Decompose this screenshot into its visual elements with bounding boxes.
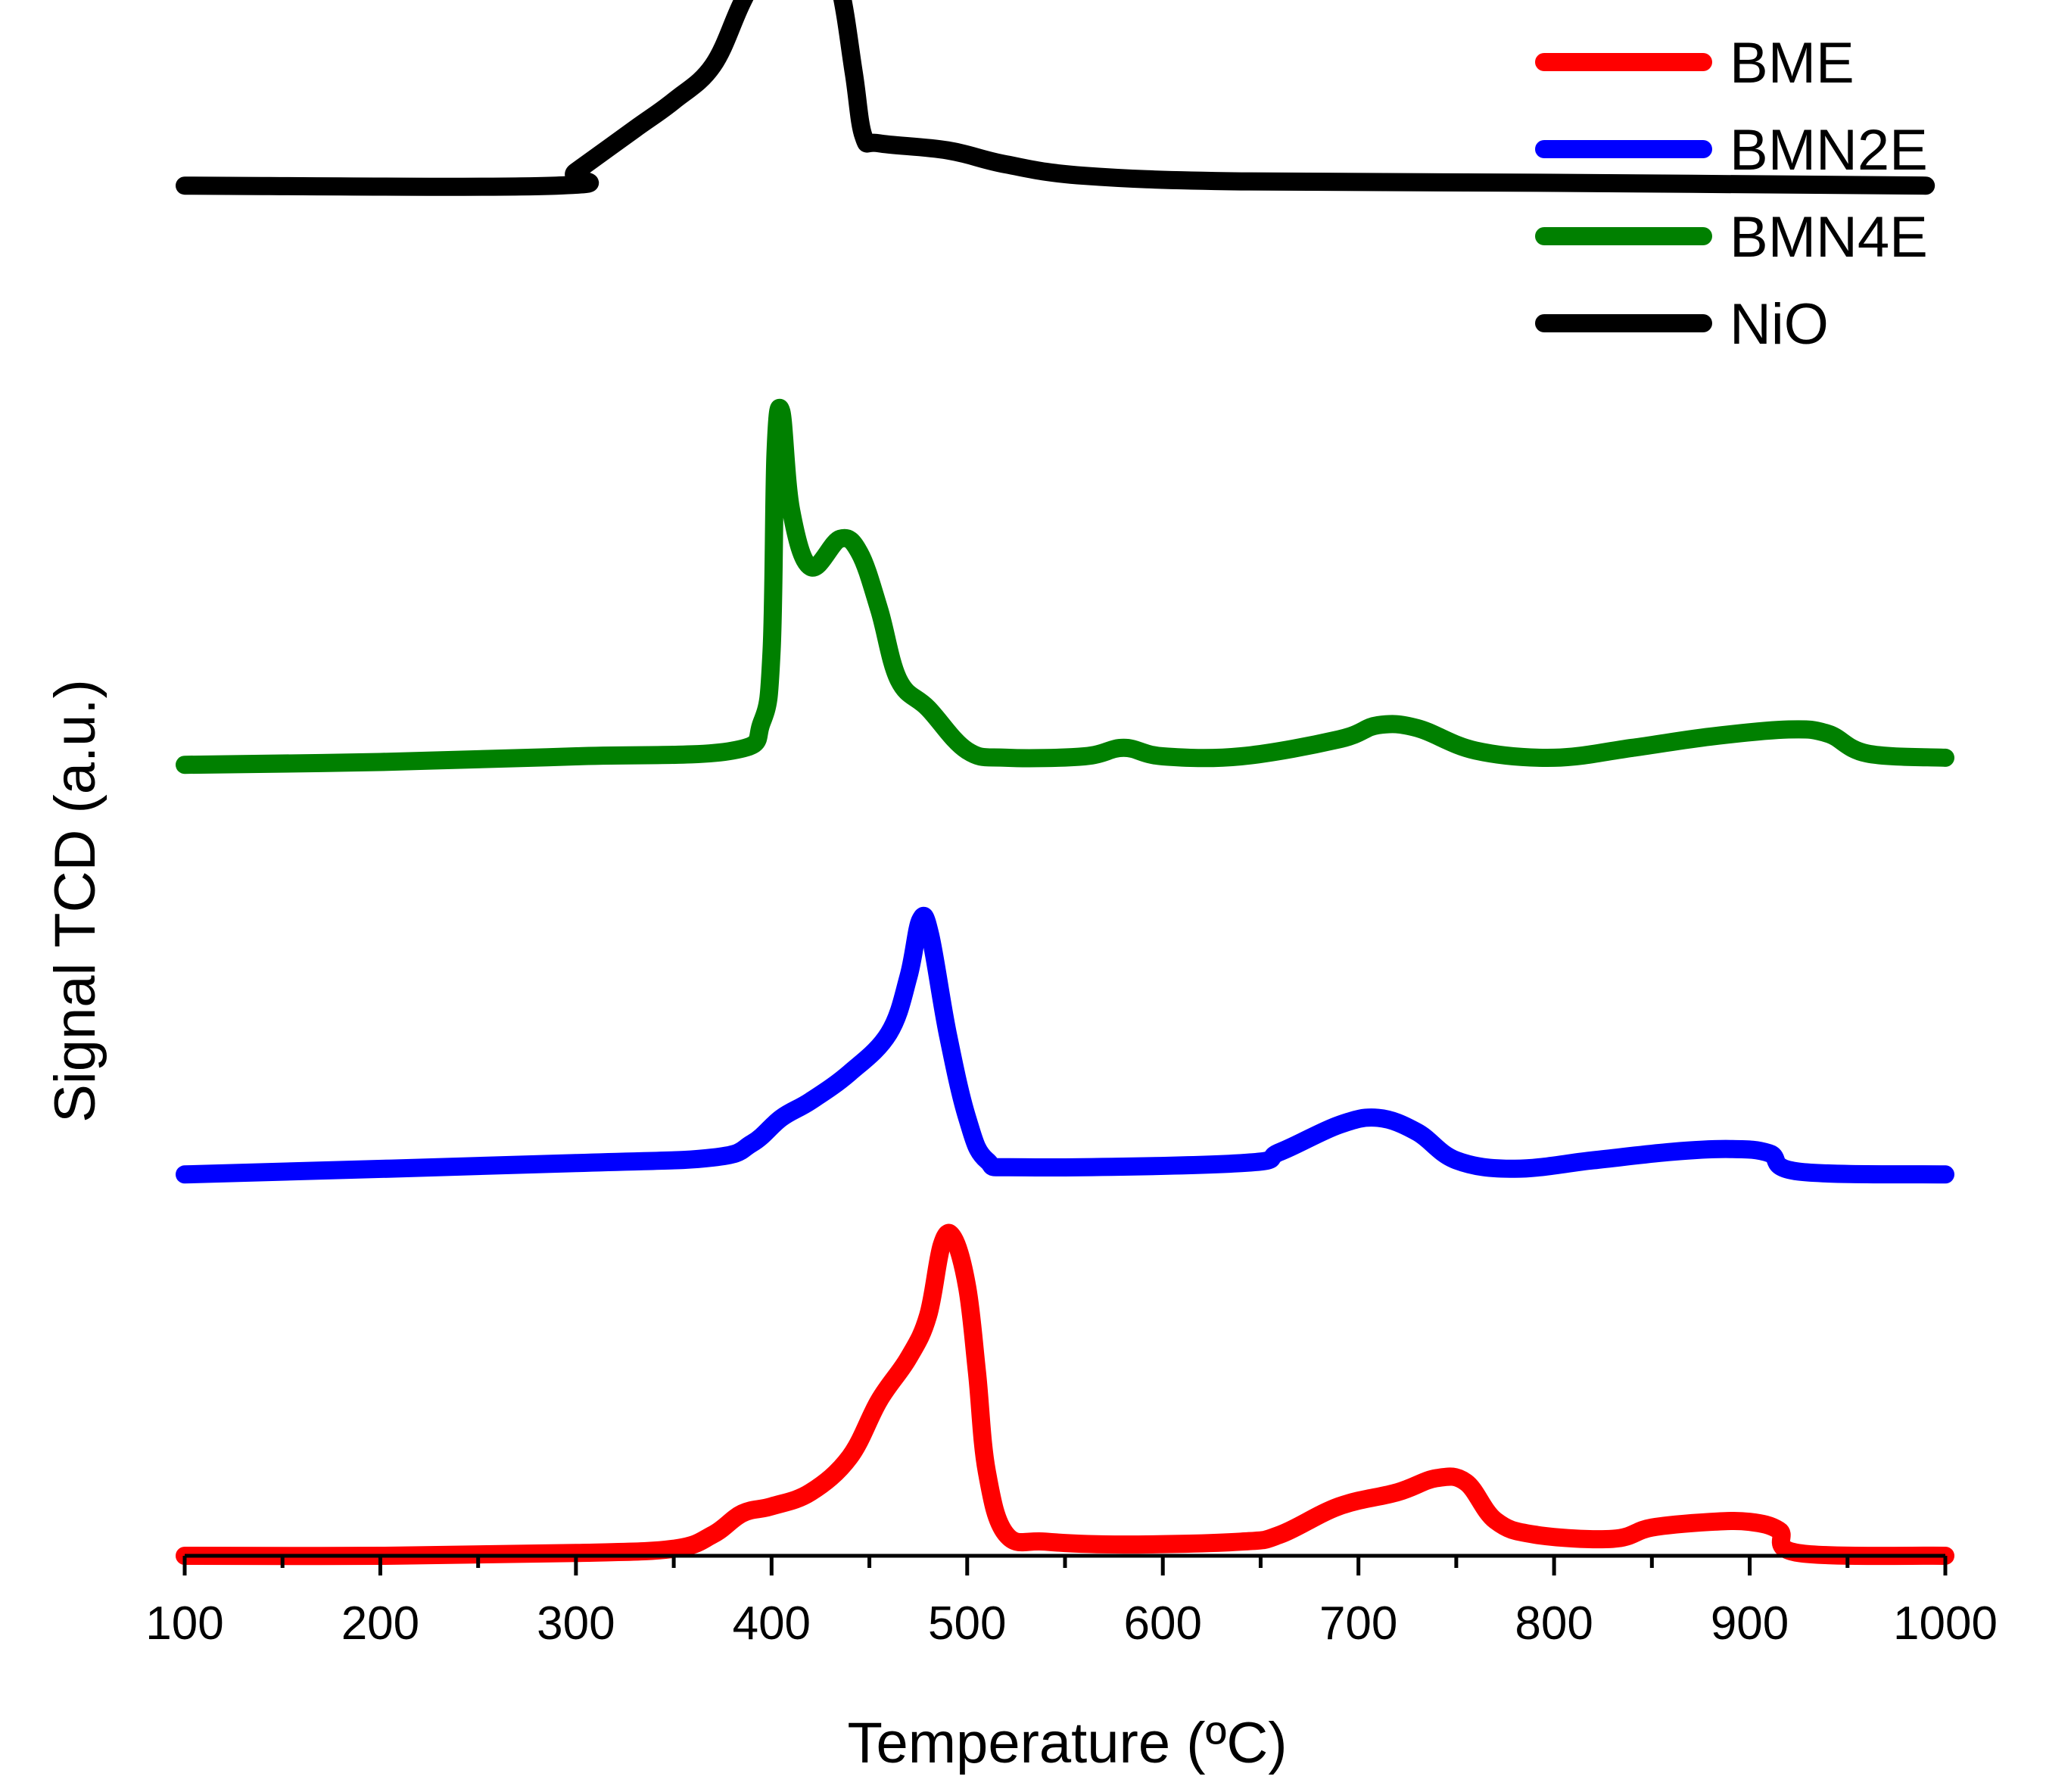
- x-tick-label: 200: [341, 1597, 419, 1650]
- x-tick-label: 800: [1515, 1597, 1593, 1650]
- legend-label-bmn2e: BMN2E: [1730, 118, 1928, 182]
- legend-item-bmn4e: BMN4E: [1535, 205, 1928, 270]
- y-axis-title: Signal TCD (a.u.): [43, 679, 107, 1123]
- x-axis: 100 200 300 400 500 600 700 800 900 1000: [145, 1554, 1998, 1650]
- x-tick-label: 900: [1711, 1597, 1789, 1650]
- x-tick-label: 100: [145, 1597, 223, 1650]
- x-tick-label: 1000: [1893, 1597, 1998, 1650]
- series-line-bmn4e: [176, 398, 1954, 774]
- x-tick-label: 700: [1319, 1597, 1397, 1650]
- legend: BME BMN2E BMN4E NiO: [1535, 31, 1928, 357]
- x-tick-label: 600: [1123, 1597, 1201, 1650]
- data-curves: [176, 0, 1954, 1566]
- legend-label-nio: NiO: [1730, 292, 1829, 357]
- x-tick-label: 500: [928, 1597, 1006, 1650]
- x-axis-title: Temperature (ºC): [847, 1711, 1287, 1775]
- series-line-bmn2e: [176, 906, 1954, 1184]
- series-line-nio: [176, 0, 1935, 196]
- legend-item-nio: NiO: [1535, 292, 1829, 357]
- legend-item-bme: BME: [1535, 31, 1854, 95]
- x-tick-label: 400: [733, 1597, 811, 1650]
- legend-label-bmn4e: BMN4E: [1730, 205, 1928, 270]
- x-tick-label: 300: [537, 1597, 615, 1650]
- legend-item-bmn2e: BMN2E: [1535, 118, 1928, 182]
- series-line-bme: [176, 1223, 1954, 1566]
- legend-label-bme: BME: [1730, 31, 1854, 95]
